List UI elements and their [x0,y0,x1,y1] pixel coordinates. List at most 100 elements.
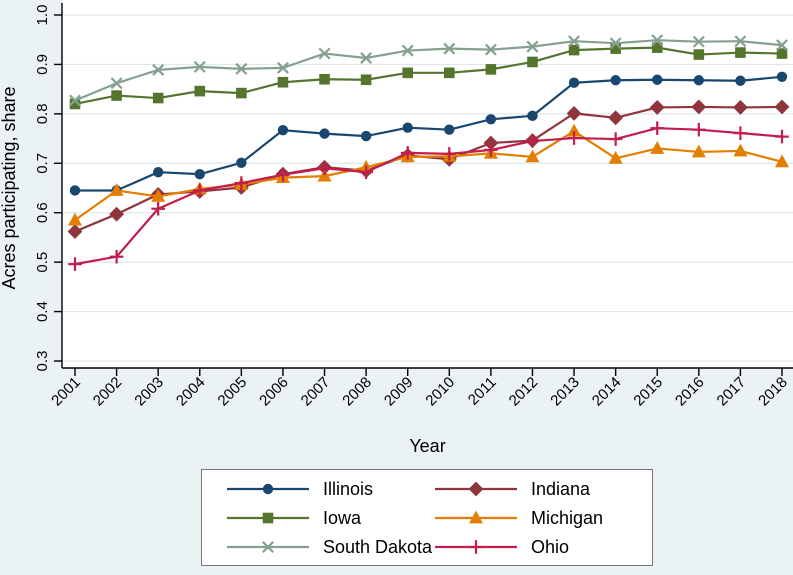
indiana-marker [608,110,624,126]
illinois-marker [693,75,705,86]
y-axis-title: Acres participating, share [0,86,19,289]
x-tick-label: 2017 [714,374,750,410]
michigan-marker [567,123,582,137]
ohio-marker [442,147,457,161]
x-tick-label: 2013 [547,374,583,410]
iowa-marker [402,67,414,79]
iowa-marker [360,74,372,86]
south-dakota-marker [776,39,788,52]
michigan-marker [68,212,82,226]
legend-item-indiana: Indiana [434,478,642,500]
illinois-marker [152,166,164,178]
ohio-marker [68,257,82,271]
x-tick-label: 2010 [423,374,459,410]
iowa-marker [568,44,580,56]
michigan-marker [151,189,166,202]
ohio-line [74,127,783,266]
south-dakota-marker [734,35,747,48]
illinois-marker [527,110,538,122]
ohio-marker [192,183,207,198]
x-tick-label: 2008 [339,374,375,410]
indiana-marker [67,224,83,239]
illinois-marker [194,168,205,180]
indiana-marker [733,100,748,115]
x-tick-label: 2014 [589,374,625,410]
x-tick-label: 2006 [256,374,292,410]
illinois-marker [319,128,330,139]
ohio-marker [276,167,290,182]
y-gridlines [62,14,793,362]
south-dakota-marker [276,61,289,74]
indiana-legend-marker [468,481,484,496]
indiana-marker [109,206,124,222]
indiana-marker [774,99,790,115]
ohio-legend-swatch [435,539,517,554]
x-tick-label: 2003 [131,374,167,410]
indiana-marker [566,105,582,121]
illinois-marker [236,157,247,168]
illinois-legend-marker [262,483,274,494]
michigan-marker [733,143,748,157]
illinois-marker [69,185,81,196]
legend-label-iowa: Iowa [323,507,362,528]
michigan-marker [608,150,623,164]
iowa-marker [69,98,81,110]
michigan-marker [691,144,706,158]
legend-label-south-dakota: South Dakota [323,536,433,557]
south-dakota-marker [360,52,373,64]
iowa-marker [152,92,164,104]
illinois-marker [360,130,372,142]
illinois-marker [277,124,289,136]
iowa-marker [610,43,621,54]
y-tick-label: 0.7 [34,153,51,174]
ohio-marker [484,143,498,157]
illinois-marker [444,124,455,135]
ohio-marker [733,126,748,140]
x-tick-label: 2012 [506,374,542,410]
south-dakota-legend-marker [262,540,274,553]
illinois-marker [652,74,663,85]
illinois-marker [568,77,580,88]
indiana-marker [483,135,499,151]
south-dakota-marker [401,44,414,57]
south-dakota-marker [692,35,705,48]
legend-item-iowa: Iowa [226,507,434,529]
ohio-marker [525,134,540,148]
indiana-marker [691,99,707,115]
y-tick-label: 0.3 [34,351,51,372]
y-tick-label: 0.6 [34,202,51,223]
south-dakota-marker [152,63,165,76]
x-tick-label: 2004 [173,374,209,410]
y-tick-label: 0.4 [34,301,51,322]
south-dakota-marker [193,60,206,73]
iowa-marker [693,49,705,60]
y-tick-label: 0.8 [34,103,51,124]
indiana-legend-swatch [435,481,517,496]
y-tick-label: 1.0 [34,5,51,26]
x-axis-ticks: 2001 2002 2003 2004 2005 2006 2007 2008 2009 2010… [48,368,791,409]
south-dakota-marker [609,37,622,50]
series-ohio [68,121,789,271]
illinois-marker [402,122,413,133]
x-tick-label: 2015 [630,374,666,410]
michigan-marker [317,168,332,182]
south-dakota-marker [69,94,81,107]
iowa-marker [319,73,330,85]
legend-item-michigan: Michigan [434,507,642,529]
iowa-marker [485,64,497,75]
iowa-marker [194,85,206,97]
ohio-marker [692,122,706,137]
legend-label-illinois: Illinois [323,478,374,499]
illinois-line [75,75,783,192]
legend: Illinois Indiana Iowa Michigan South Dak… [201,469,653,566]
illinois-marker [610,75,621,86]
y-tick-label: 0.5 [34,252,51,273]
south-dakota-marker [484,43,497,56]
legend-label-ohio: Ohio [531,536,570,557]
south-dakota-marker [110,77,123,90]
south-dakota-marker [318,47,331,60]
ohio-marker [317,161,332,176]
michigan-marker [650,141,665,154]
